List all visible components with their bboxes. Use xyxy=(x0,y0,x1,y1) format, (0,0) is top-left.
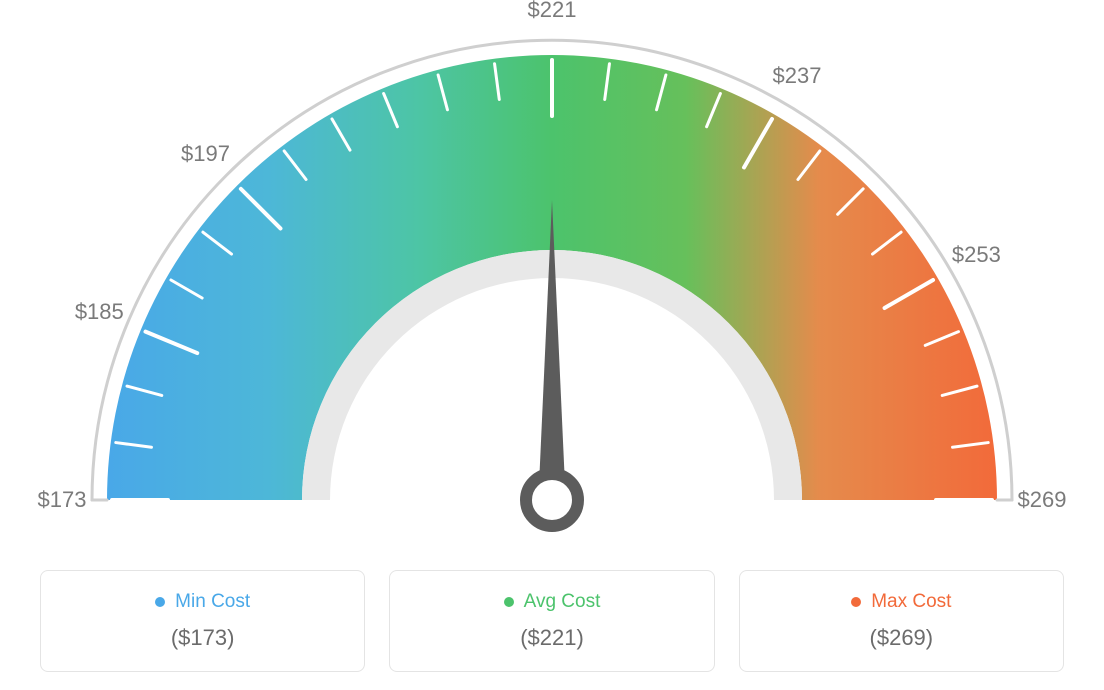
gauge-tick-label: $253 xyxy=(952,242,1001,268)
max-cost-value: ($269) xyxy=(758,625,1045,651)
avg-cost-dot xyxy=(504,597,514,607)
avg-cost-card: Avg Cost ($221) xyxy=(389,570,714,672)
gauge-tick-label: $197 xyxy=(181,141,230,167)
avg-cost-title: Avg Cost xyxy=(504,591,601,613)
gauge-tick-label: $185 xyxy=(75,299,124,325)
gauge-svg xyxy=(0,0,1104,560)
min-cost-dot xyxy=(155,597,165,607)
max-cost-dot xyxy=(851,597,861,607)
min-cost-label: Min Cost xyxy=(175,591,250,613)
max-cost-card: Max Cost ($269) xyxy=(739,570,1064,672)
max-cost-label: Max Cost xyxy=(871,591,951,613)
min-cost-title: Min Cost xyxy=(155,591,250,613)
gauge-tick-label: $173 xyxy=(38,487,87,513)
max-cost-title: Max Cost xyxy=(851,591,951,613)
min-cost-value: ($173) xyxy=(59,625,346,651)
gauge-tick-label: $221 xyxy=(528,0,577,23)
gauge-tick-label: $269 xyxy=(1018,487,1067,513)
avg-cost-value: ($221) xyxy=(408,625,695,651)
avg-cost-label: Avg Cost xyxy=(524,591,601,613)
min-cost-card: Min Cost ($173) xyxy=(40,570,365,672)
gauge-tick-label: $237 xyxy=(773,63,822,89)
cost-cards-row: Min Cost ($173) Avg Cost ($221) Max Cost… xyxy=(40,570,1064,672)
gauge-chart: $173 $185 $197 $221 $237 $253 $269 xyxy=(0,0,1104,540)
